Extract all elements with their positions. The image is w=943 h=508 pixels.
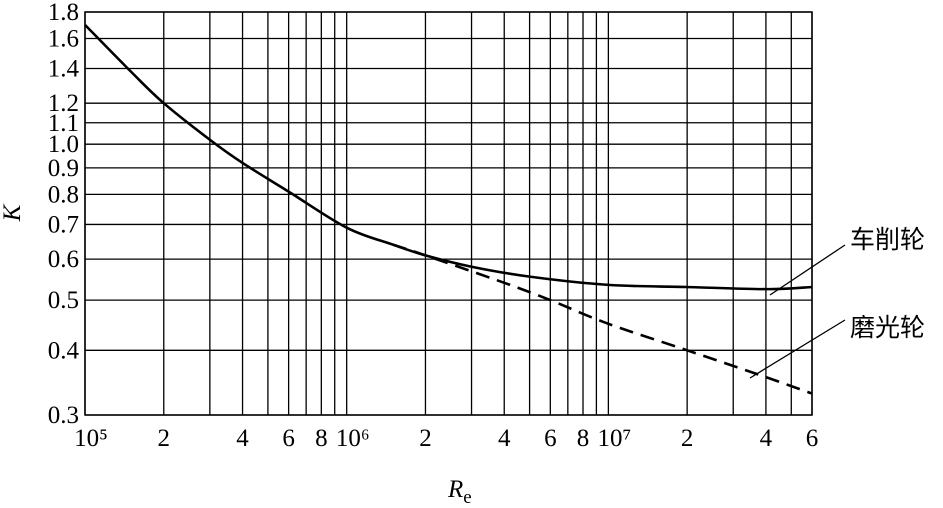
x-tick-label: 2 [681,425,694,452]
y-tick-label: 0.4 [48,337,80,364]
x-axis-label-main: R [447,476,463,503]
x-tick-label: 4 [236,425,249,452]
y-tick-label: 1.0 [48,131,79,158]
y-tick-label: 0.7 [48,211,79,238]
x-tick-label: 8 [315,425,328,452]
x-axis-label-sub: e [463,487,471,503]
x-tick-label: 2 [419,425,432,452]
x-tick-label: 6 [806,425,819,452]
x-tick-label: 2 [158,425,171,452]
leader-line [749,319,846,379]
data-line [392,243,813,395]
x-tick-label: 4 [760,425,773,452]
legend-label: 车削轮 [850,226,925,254]
y-axis-label: K [0,203,26,222]
y-tick-label: 1.2 [48,90,79,117]
y-tick-label: 0.6 [48,246,79,273]
legend-label: 磨光轮 [850,314,925,342]
x-tick-label: 6 [544,425,557,452]
y-tick-label: 1.1 [48,110,79,137]
plot-frame [84,11,813,416]
x-tick-label: 6 [282,425,295,452]
x-tick-label: 8 [577,425,590,452]
y-tick-label: 1.4 [48,56,80,83]
y-tick-label: 1.8 [48,0,79,26]
y-tick-label: 0.8 [48,181,79,208]
leader-line [769,244,846,296]
x-tick-label: 10⁵ [74,425,108,452]
x-tick-label: 10⁶ [336,425,370,452]
data-line [84,23,813,291]
y-tick-label: 0.3 [48,402,79,429]
x-tick-label: 4 [498,425,511,452]
y-tick-label: 0.5 [48,287,79,314]
x-tick-label: 10⁷ [598,425,632,452]
x-axis-label: Re [447,476,472,503]
y-tick-label: 0.9 [48,155,79,182]
y-tick-label: 1.6 [48,25,79,52]
